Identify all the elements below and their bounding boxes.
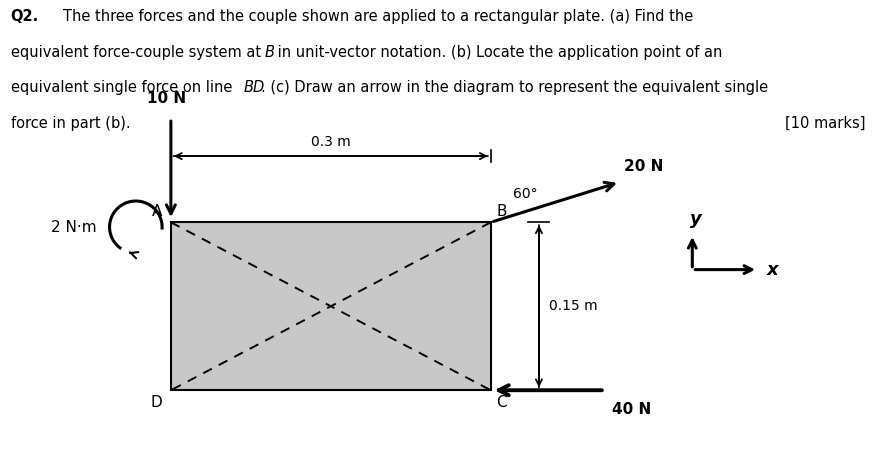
Text: B: B <box>264 45 275 60</box>
Text: 20 N: 20 N <box>625 158 664 174</box>
Text: 2 N·m: 2 N·m <box>51 219 97 235</box>
Text: [10 marks]: [10 marks] <box>785 116 866 131</box>
Text: equivalent force-couple system at: equivalent force-couple system at <box>11 45 265 60</box>
Text: x: x <box>767 261 779 279</box>
Text: D: D <box>151 395 162 410</box>
Text: equivalent single force on line: equivalent single force on line <box>11 80 237 96</box>
Text: 40 N: 40 N <box>612 402 650 417</box>
Text: The three forces and the couple shown are applied to a rectangular plate. (a) Fi: The three forces and the couple shown ar… <box>63 9 694 25</box>
Text: . (c) Draw an arrow in the diagram to represent the equivalent single: . (c) Draw an arrow in the diagram to re… <box>261 80 768 96</box>
Text: C: C <box>496 395 506 410</box>
Text: 0.3 m: 0.3 m <box>311 134 350 149</box>
Text: y: y <box>690 210 702 228</box>
Text: in unit-vector notation. (b) Locate the application point of an: in unit-vector notation. (b) Locate the … <box>273 45 723 60</box>
Text: force in part (b).: force in part (b). <box>11 116 130 131</box>
Bar <box>171 222 491 390</box>
Text: 60°: 60° <box>513 187 538 201</box>
Text: 10 N: 10 N <box>147 91 186 106</box>
Text: A: A <box>151 203 162 219</box>
Text: BD: BD <box>244 80 265 96</box>
Text: B: B <box>496 203 506 219</box>
Text: 0.15 m: 0.15 m <box>549 299 599 313</box>
Text: Q2.: Q2. <box>11 9 39 25</box>
